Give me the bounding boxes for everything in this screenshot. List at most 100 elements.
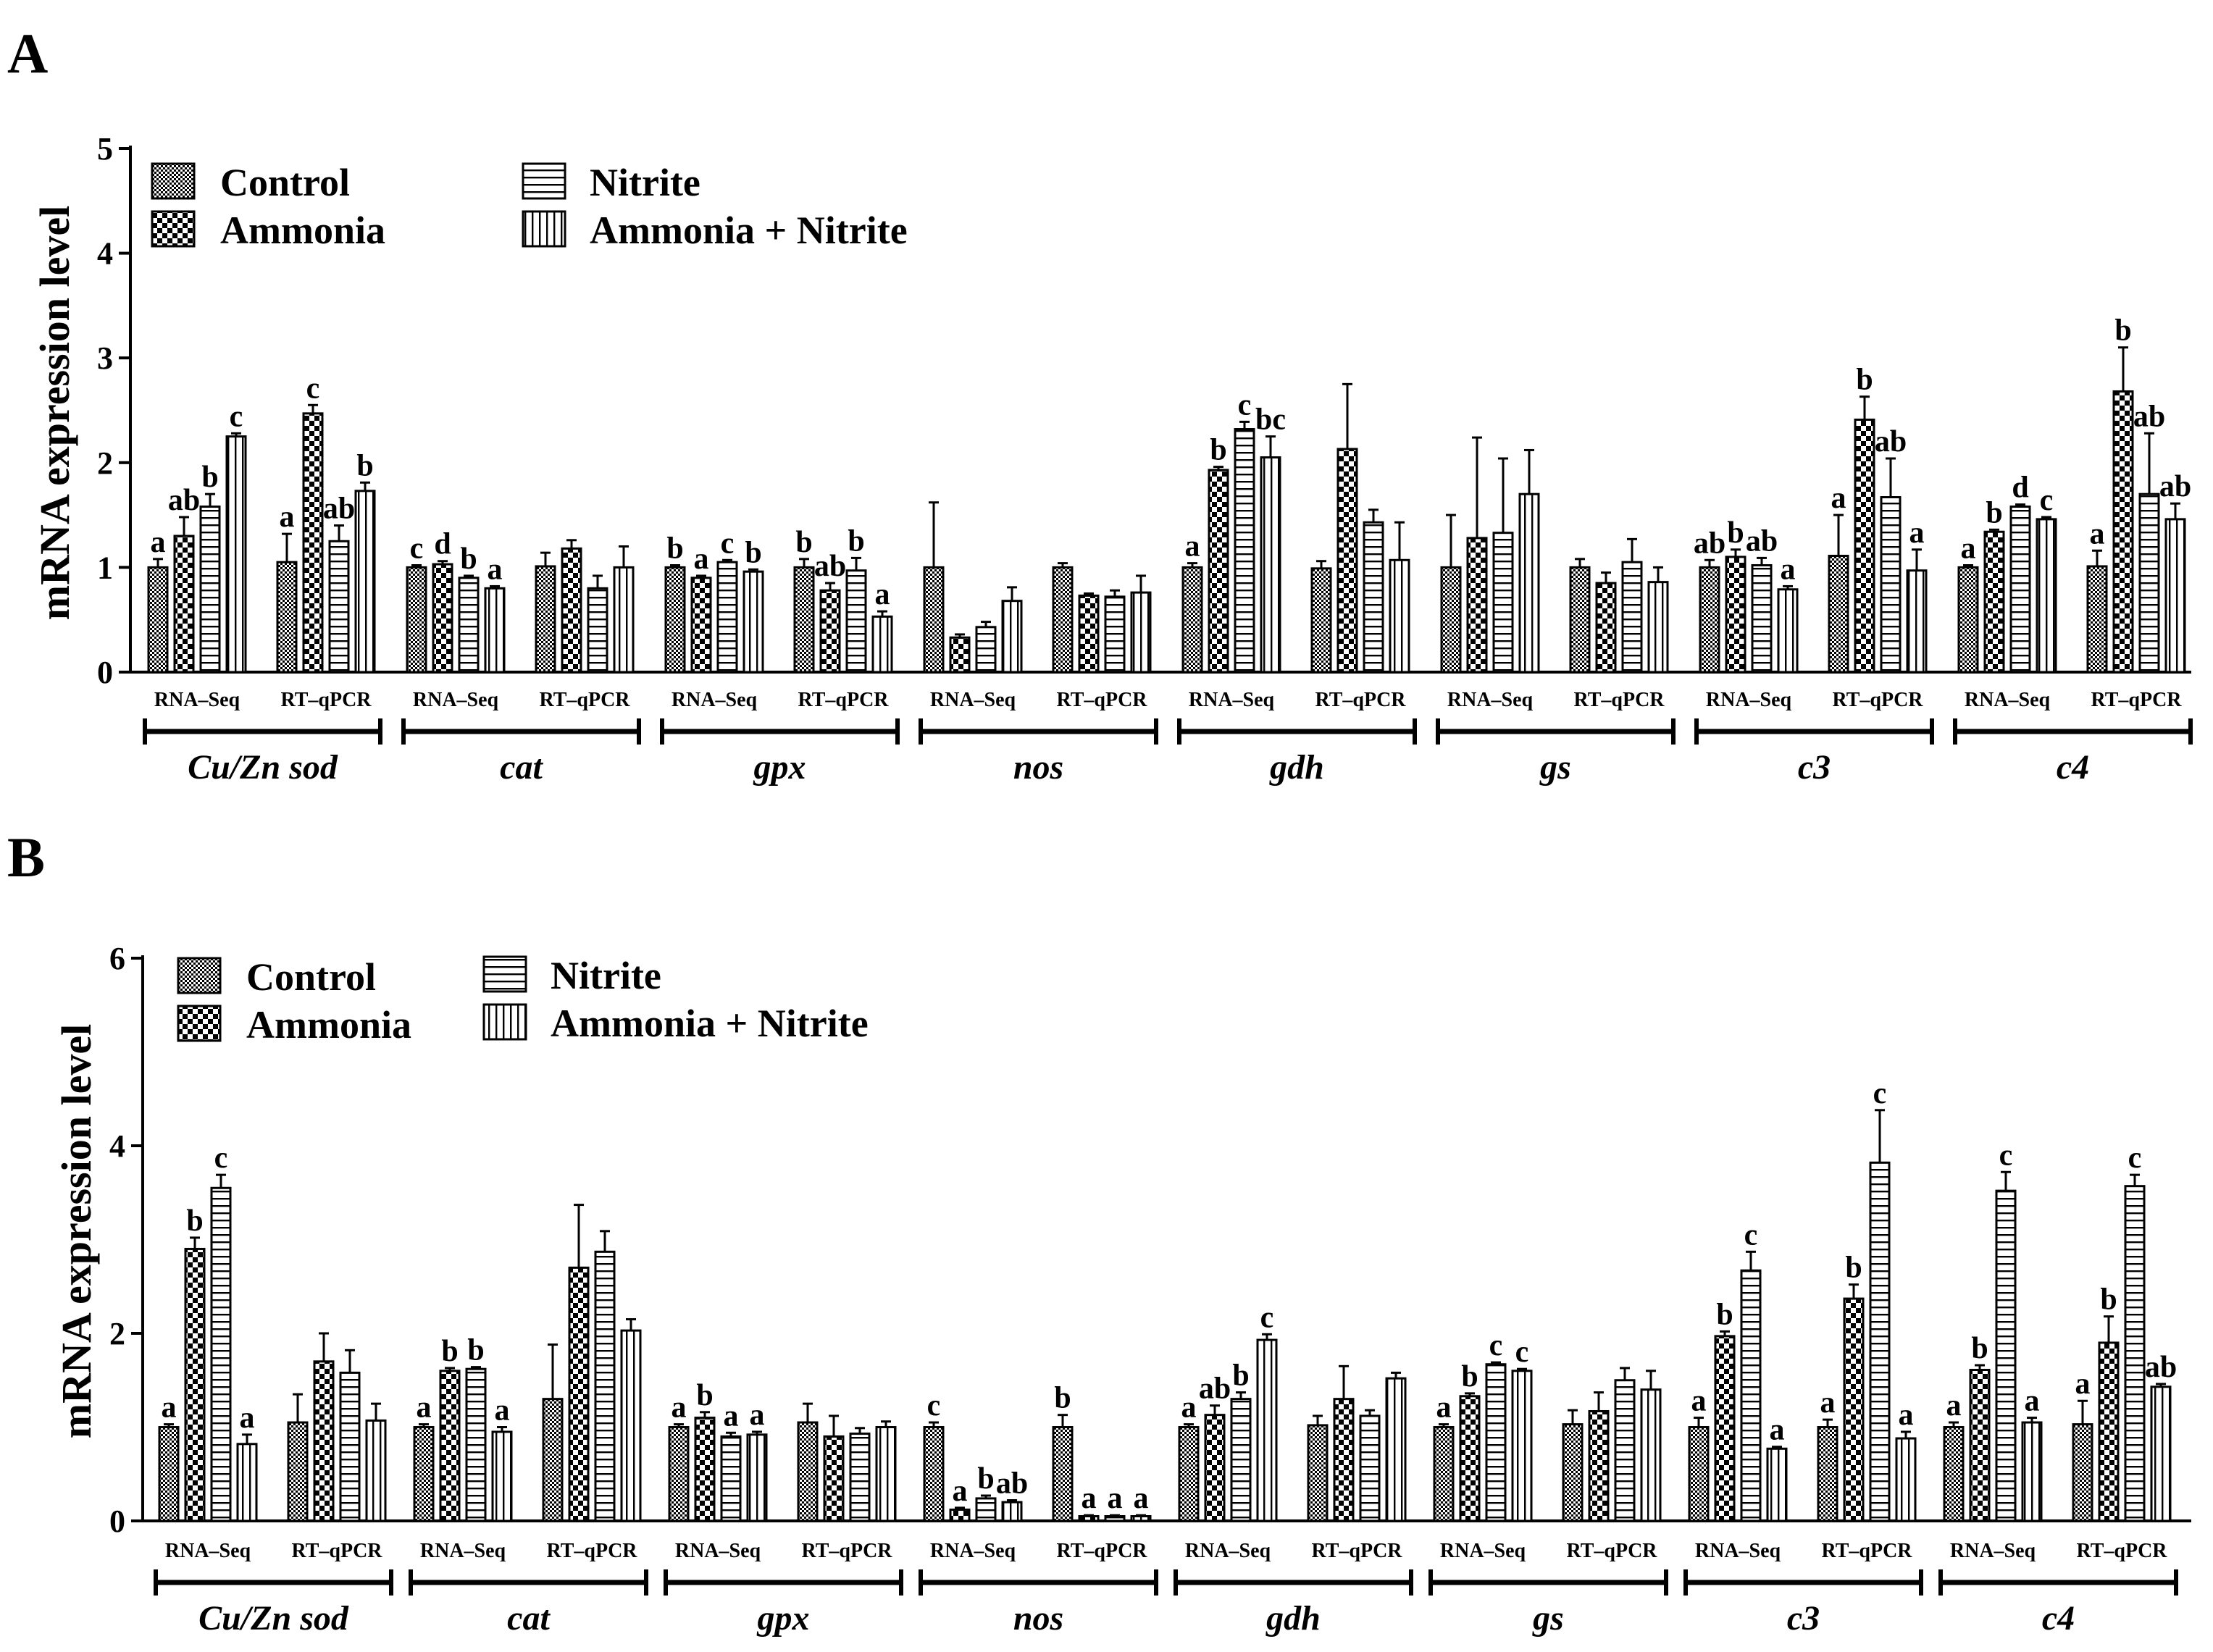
- significance-letter: b: [1727, 516, 1744, 550]
- method-label: RNA–Seq: [413, 689, 499, 711]
- bar-control: [923, 566, 945, 674]
- bar-control: [158, 1426, 180, 1522]
- gene-label: cat: [507, 1599, 551, 1638]
- y-tick-label: 4: [97, 236, 113, 272]
- significance-letter: b: [356, 449, 373, 482]
- method-label: RNA–Seq: [1950, 1540, 2036, 1562]
- bar-control: [287, 1421, 309, 1522]
- significance-letter: a: [694, 542, 709, 576]
- bar-nitrite: [1614, 1379, 1636, 1522]
- gene-label: gs: [1532, 1599, 1564, 1638]
- gene-group-gdh: a bc bc RNA–Seq RT–qPCR gdh: [1177, 382, 1417, 787]
- bar-nitrite: [1751, 564, 1773, 674]
- significance-letter: c: [2040, 484, 2054, 517]
- significance-letter: b: [745, 536, 761, 569]
- bar-nitrite: [2009, 506, 2031, 674]
- legend-swatch-ammonia: [151, 210, 196, 248]
- gene-label: Cu/Zn sod: [188, 748, 338, 787]
- method-label: RT–qPCR: [1056, 689, 1147, 711]
- panel-a-letter: A: [7, 22, 48, 85]
- gene-label: c4: [2042, 1599, 2075, 1638]
- legend-label-control: Control: [220, 161, 350, 204]
- bar-ammonia-nitrite: [354, 490, 376, 674]
- significance-letter: a: [280, 500, 295, 534]
- legend-label-control: Control: [246, 955, 376, 999]
- significance-letter: a: [2090, 517, 2105, 550]
- bar-nitrite: [210, 1186, 232, 1522]
- significance-letter: a: [1082, 1482, 1097, 1515]
- significance-letter: ab: [814, 550, 846, 583]
- panel-b-legend: Control Ammonia Nitrite Ammonia + Nitrit…: [177, 954, 869, 1047]
- significance-letter: c: [410, 532, 424, 566]
- bar-ammonia: [173, 534, 195, 674]
- bar-ammonia-nitrite: [1647, 581, 1669, 674]
- significance-letter: c: [1489, 1329, 1503, 1362]
- significance-letter: a: [1691, 1385, 1707, 1418]
- panel-b-letter: B: [7, 826, 45, 889]
- significance-letter: b: [186, 1204, 203, 1238]
- bar-nitrite: [594, 1250, 616, 1522]
- bar-ammonia: [949, 1508, 971, 1522]
- bar-nitrite: [720, 1435, 742, 1522]
- significance-letter: a: [1820, 1386, 1836, 1420]
- legend-label-nitrite: Nitrite: [590, 161, 700, 204]
- y-tick-label: 2: [97, 445, 113, 481]
- legend-swatch-control: [177, 957, 222, 994]
- bar-ammonia: [2098, 1341, 2120, 1522]
- gene-group-cat: c d b a RNA–Seq RT–qPCR cat: [401, 528, 641, 787]
- significance-letter: a: [1181, 1391, 1197, 1425]
- bar-nitrite: [1104, 1515, 1126, 1522]
- significance-letter: b: [696, 1379, 713, 1412]
- bar-ammonia-nitrite: [225, 435, 247, 674]
- method-label: RT–qPCR: [1311, 1540, 1402, 1562]
- bar-ammonia-nitrite: [1001, 1501, 1023, 1522]
- significance-letter: a: [151, 526, 166, 559]
- gene-group-cu-zn-sod: a bc a RNA–Seq RT–qPCR Cu/Zn sod: [154, 1141, 393, 1638]
- bar-nitrite: [1995, 1189, 2017, 1522]
- bar-control: [1178, 1426, 1200, 1522]
- bar-ammonia-nitrite: [1640, 1388, 1662, 1522]
- bar-control: [793, 566, 815, 674]
- significance-letter: c: [1744, 1218, 1758, 1251]
- bar-ammonia: [184, 1247, 206, 1522]
- bar-nitrite: [339, 1371, 361, 1522]
- y-tick-label: 3: [97, 340, 113, 376]
- method-label: RNA–Seq: [154, 689, 240, 711]
- method-label: RNA–Seq: [1189, 689, 1275, 711]
- method-label: RT–qPCR: [1832, 689, 1923, 711]
- significance-letter: b: [201, 461, 218, 494]
- significance-letter: b: [1716, 1298, 1733, 1331]
- significance-letter: a: [750, 1399, 765, 1432]
- significance-letter: a: [162, 1391, 177, 1425]
- significance-letter: ab: [2145, 1351, 2177, 1384]
- bar-nitrite: [849, 1433, 871, 1522]
- significance-letter: c: [2128, 1141, 2142, 1175]
- bar-control: [1817, 1426, 1838, 1522]
- bar-control: [1569, 566, 1591, 674]
- bar-nitrite: [1230, 1398, 1252, 1522]
- significance-letter: d: [2012, 471, 2028, 505]
- significance-letter: a: [1946, 1389, 1962, 1422]
- method-label: RT–qPCR: [1315, 689, 1406, 711]
- bar-ammonia: [1588, 1409, 1610, 1522]
- significance-letter: a: [1134, 1482, 1149, 1515]
- bar-ammonia-nitrite: [236, 1443, 258, 1522]
- bar-control: [1562, 1423, 1584, 1522]
- bar-control: [1052, 566, 1074, 674]
- method-label: RNA–Seq: [675, 1540, 761, 1562]
- bar-control: [413, 1426, 435, 1522]
- bar-nitrite: [1621, 561, 1643, 674]
- method-label: RT–qPCR: [2076, 1540, 2167, 1562]
- method-label: RNA–Seq: [1447, 689, 1534, 711]
- bar-nitrite: [328, 540, 350, 674]
- significance-letter: a: [2025, 1385, 2040, 1418]
- bar-nitrite: [1880, 496, 1902, 674]
- significance-letter: b: [1986, 496, 2002, 529]
- method-label: RNA–Seq: [1185, 1540, 1271, 1562]
